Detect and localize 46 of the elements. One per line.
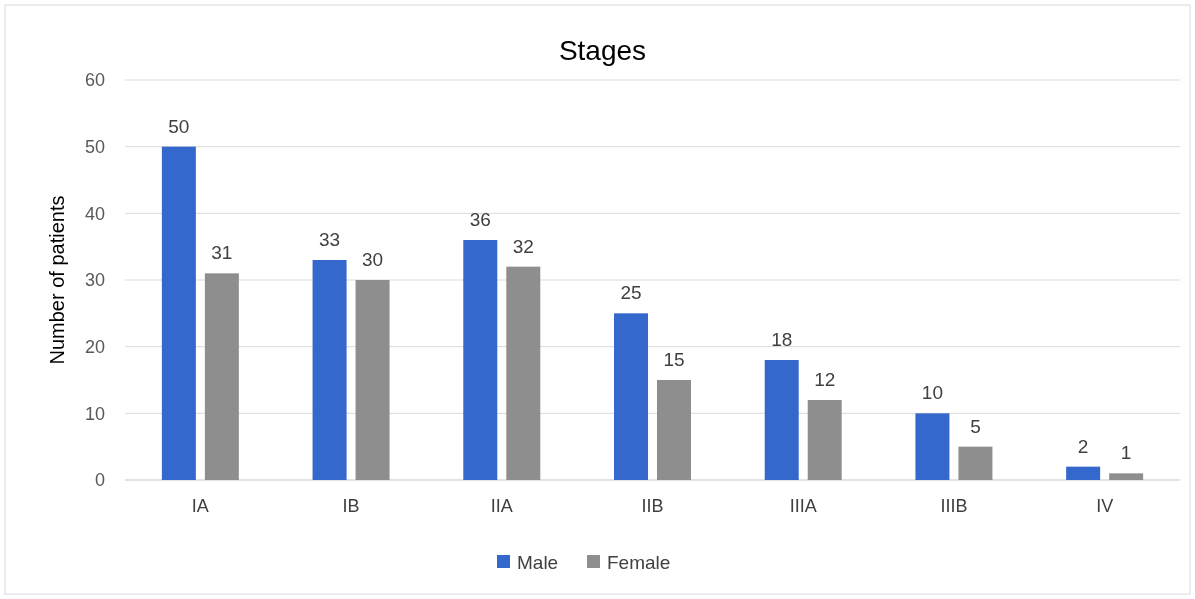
bar xyxy=(764,360,799,480)
bar xyxy=(161,146,196,480)
data-label: 12 xyxy=(814,369,836,390)
bar xyxy=(355,280,390,480)
bar xyxy=(657,380,691,480)
data-label: 25 xyxy=(620,282,642,304)
y-axis-title: Number of patients xyxy=(46,195,68,365)
bar xyxy=(958,446,993,480)
y-tick-label: 60 xyxy=(84,70,105,91)
data-label: 33 xyxy=(319,229,341,250)
data-label: 31 xyxy=(211,242,233,264)
bar xyxy=(1109,473,1144,480)
data-label: 15 xyxy=(663,349,685,370)
x-tick-label: IIB xyxy=(641,496,664,516)
chart-title: Stages xyxy=(558,35,647,66)
bar xyxy=(807,400,842,480)
data-label: 50 xyxy=(168,115,190,137)
bar xyxy=(1066,466,1101,480)
bar xyxy=(915,413,950,480)
legend-label: Male xyxy=(517,551,559,573)
bar xyxy=(463,240,498,480)
bar xyxy=(204,273,239,480)
y-tick-label: 50 xyxy=(84,136,105,157)
data-label: 10 xyxy=(921,382,943,404)
y-tick-label: 30 xyxy=(84,270,105,291)
data-label: 32 xyxy=(512,235,534,257)
legend-label: Female xyxy=(607,551,671,573)
y-tick-label: 0 xyxy=(94,470,105,491)
x-tick-label: IA xyxy=(191,496,209,516)
x-tick-label: IB xyxy=(342,496,360,516)
y-tick-label: 10 xyxy=(84,403,105,424)
data-label: 36 xyxy=(469,209,491,230)
x-tick-label: IV xyxy=(1096,496,1114,516)
y-tick-label: 40 xyxy=(84,203,105,224)
data-label: 18 xyxy=(771,329,793,350)
data-label: 5 xyxy=(970,415,981,437)
x-tick-label: IIIA xyxy=(789,496,817,516)
bar xyxy=(506,266,541,480)
data-label: 30 xyxy=(362,249,384,270)
data-label: 1 xyxy=(1120,442,1132,464)
data-label: 2 xyxy=(1077,435,1089,457)
x-tick-label: IIIB xyxy=(940,496,968,516)
y-tick-label: 20 xyxy=(84,336,105,357)
bar xyxy=(614,313,648,480)
bar xyxy=(312,260,347,480)
x-tick-label: IIA xyxy=(490,496,513,516)
